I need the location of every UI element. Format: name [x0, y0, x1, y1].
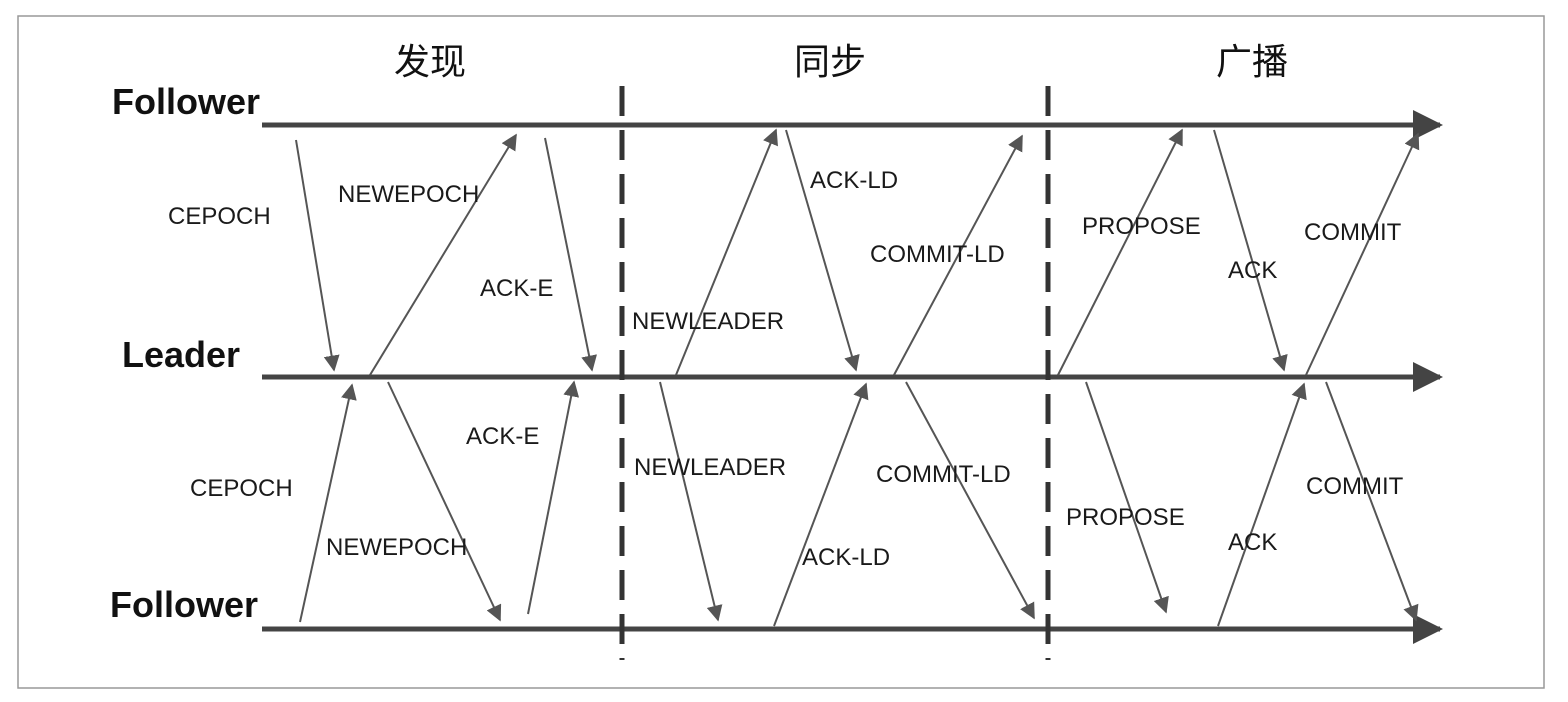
arrow-top-ack-ld — [785, 129, 860, 372]
msg-bottom-cepoch: CEPOCH — [190, 475, 293, 502]
role-label-follower-top: Follower — [112, 81, 260, 122]
msg-bottom-ack-e: ACK-E — [466, 423, 539, 450]
arrow-bottom-newepoch — [387, 381, 502, 622]
arrow-top-propose — [1057, 128, 1183, 376]
arrow-top-commit-ld — [893, 134, 1023, 376]
arrow-bottom-ack-e — [527, 380, 580, 615]
msg-bottom-newleader: NEWLEADER — [634, 454, 786, 481]
arrow-top-ack — [1213, 129, 1288, 372]
phase-title-discovery: 发现 — [394, 42, 466, 83]
msg-top-cepoch: CEPOCH — [168, 203, 271, 230]
arrow-bottom-commit — [1325, 381, 1419, 622]
role-label-leader: Leader — [122, 334, 240, 375]
msg-top-newepoch: NEWEPOCH — [338, 181, 479, 208]
phase-title-broadcast: 广播 — [1216, 42, 1288, 83]
msg-bottom-newepoch: NEWEPOCH — [326, 534, 467, 561]
msg-top-newleader: NEWLEADER — [632, 308, 784, 335]
arrow-top-commit — [1305, 132, 1420, 376]
arrow-top-cepoch — [295, 139, 340, 372]
diagram-frame — [17, 15, 1545, 689]
msg-top-commit-ld: COMMIT-LD — [870, 241, 1005, 268]
arrow-bottom-cepoch — [299, 383, 357, 623]
msg-top-propose: PROPOSE — [1082, 213, 1201, 240]
role-label-follower-bottom: Follower — [110, 584, 258, 625]
msg-top-ack-e: ACK-E — [480, 275, 553, 302]
arrow-bottom-ack-ld — [773, 382, 869, 627]
arrow-top-ack-e — [544, 137, 597, 372]
msg-top-commit: COMMIT — [1304, 219, 1402, 246]
arrow-bottom-propose — [1085, 381, 1169, 614]
msg-bottom-commit: COMMIT — [1306, 473, 1404, 500]
msg-top-ack: ACK — [1228, 257, 1277, 284]
msg-bottom-commit-ld: COMMIT-LD — [876, 461, 1011, 488]
arrow-bottom-ack — [1217, 382, 1307, 627]
msg-bottom-ack: ACK — [1228, 529, 1277, 556]
phase-title-sync: 同步 — [794, 42, 866, 83]
arrow-bottom-commit-ld — [905, 381, 1035, 620]
arrow-bottom-newleader — [659, 381, 723, 622]
msg-bottom-ack-ld: ACK-LD — [802, 544, 890, 571]
msg-top-ack-ld: ACK-LD — [810, 167, 898, 194]
msg-bottom-propose: PROPOSE — [1066, 504, 1185, 531]
arrow-top-newleader — [675, 128, 778, 376]
arrow-top-newepoch — [369, 133, 517, 376]
